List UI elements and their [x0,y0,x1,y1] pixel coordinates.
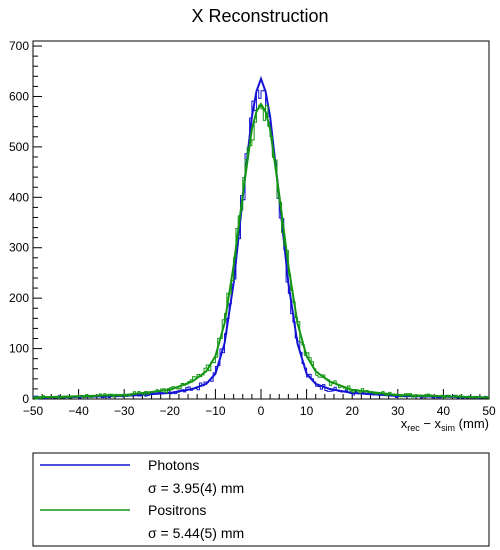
x-tick-label: 10 [300,404,314,418]
y-tick-label: 700 [9,39,29,53]
x-tick-label: −50 [23,404,44,418]
x-tick-label: −20 [160,404,181,418]
x-tick-label: 20 [346,404,360,418]
y-tick-label: 200 [9,291,29,305]
x-tick-label: 0 [258,404,265,418]
y-tick-label: 600 [9,89,29,103]
histogram-positrons [33,104,489,400]
x-tick-label: 50 [482,404,496,418]
legend-entry-positrons: Positrons [148,502,206,518]
legend: Photons σ = 3.95(4) mm Positrons σ = 5.4… [32,452,490,547]
legend-sigma-photons: σ = 3.95(4) mm [148,480,244,496]
y-tick-label: 400 [9,190,29,204]
chart-title: X Reconstruction [191,6,328,26]
x-axis: −50 −40 −30 −20 −10 0 10 20 30 40 50 [23,389,496,418]
series-layer [32,75,490,400]
x-tick-label: 40 [437,404,451,418]
fit-curve-photons [32,75,490,399]
y-tick-label: 100 [9,342,29,356]
legend-box [32,452,490,547]
x-tick-label: 30 [391,404,405,418]
y-tick-label: 500 [9,140,29,154]
x-tick-label: −40 [68,404,89,418]
x-tick-label: −30 [114,404,135,418]
x-tick-label: −10 [205,404,226,418]
x-axis-title: xrec − xsim (mm) [401,416,489,433]
legend-entry-photons: Photons [148,457,199,473]
y-axis: 0 100 200 300 400 500 600 700 [9,39,42,406]
y-tick-label: 0 [22,392,29,406]
legend-sigma-positrons: σ = 5.44(5) mm [148,525,244,541]
y-tick-label: 300 [9,241,29,255]
histogram-photons [33,89,489,400]
fit-curve-positrons [32,102,490,399]
